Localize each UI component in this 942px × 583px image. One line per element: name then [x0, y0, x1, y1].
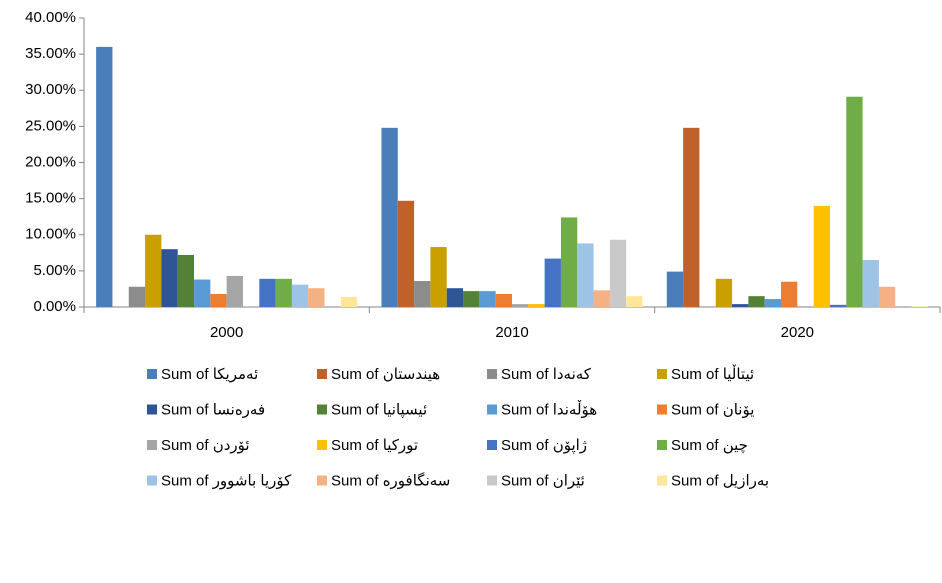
bar	[226, 275, 243, 307]
bar	[528, 304, 545, 307]
legend-label: Sum of هیندستان	[331, 366, 440, 383]
bar	[194, 279, 211, 307]
bar	[430, 247, 447, 307]
bar	[128, 286, 146, 307]
bar	[593, 290, 610, 307]
x-tick-label: 2020	[781, 324, 814, 341]
bar	[813, 205, 830, 307]
bar	[512, 304, 529, 307]
bar	[764, 299, 782, 307]
y-tick-label: 35.00%	[25, 45, 76, 62]
bar	[878, 286, 896, 307]
bar	[797, 306, 814, 307]
bar	[161, 249, 178, 307]
legend-swatch	[147, 440, 157, 450]
bar	[340, 296, 358, 307]
legend-label: Sum of کۆریا باشوور	[161, 472, 292, 489]
legend-label: Sum of بەرازیل	[671, 472, 769, 489]
bar	[291, 284, 309, 307]
legend-swatch	[317, 369, 327, 379]
y-tick-label: 5.00%	[33, 262, 76, 279]
bar	[732, 304, 749, 307]
legend-swatch	[487, 475, 497, 486]
y-tick-label: 0.00%	[33, 298, 76, 315]
y-tick-label: 25.00%	[25, 117, 76, 134]
legend-swatch	[657, 475, 667, 486]
bar	[96, 46, 113, 308]
legend-swatch	[657, 369, 667, 379]
bar	[715, 278, 733, 307]
bar	[145, 234, 162, 307]
bar	[626, 296, 643, 307]
bar	[414, 280, 431, 307]
legend-label: Sum of فەرەنسا	[161, 401, 265, 418]
y-tick-label: 40.00%	[25, 9, 76, 26]
legend-label: Sum of ئیتاڵیا	[671, 364, 754, 383]
legend-label: Sum of سەنگافورە	[331, 471, 450, 489]
legend-label: Sum of ژاپۆن	[501, 437, 587, 455]
bar	[544, 258, 561, 307]
legend-swatch	[317, 475, 327, 486]
legend-label: Sum of ئێران	[501, 472, 585, 489]
bar	[381, 127, 398, 307]
legend-label: Sum of تورکیا	[331, 437, 418, 454]
bar	[577, 243, 594, 307]
bar	[829, 304, 847, 307]
legend-swatch	[487, 369, 497, 379]
bar	[397, 200, 415, 307]
legend-swatch	[487, 404, 497, 415]
bar	[275, 278, 292, 307]
legend-swatch	[657, 440, 667, 450]
legend-swatch	[147, 369, 157, 379]
y-tick-label: 20.00%	[25, 153, 76, 170]
bar	[683, 127, 700, 307]
legend-label: Sum of ئۆردن	[161, 437, 250, 454]
bar	[446, 288, 464, 307]
bar	[666, 271, 684, 307]
y-tick-label: 10.00%	[25, 226, 76, 243]
bar	[560, 217, 578, 307]
legend-swatch	[147, 475, 157, 486]
bar	[308, 288, 325, 307]
y-tick-label: 30.00%	[25, 81, 76, 98]
bar	[846, 96, 863, 307]
legend-swatch	[147, 404, 157, 415]
legend-label: Sum of چین	[671, 437, 748, 454]
legend-swatch	[317, 440, 327, 450]
bar	[259, 278, 276, 307]
bar	[609, 239, 627, 307]
legend-label: Sum of یۆنان	[671, 401, 754, 418]
legend-label: Sum of ئەمریکا	[161, 366, 258, 383]
x-tick-label: 2000	[210, 324, 243, 341]
x-tick-label: 2010	[495, 324, 528, 341]
bar	[495, 293, 512, 307]
bar	[748, 296, 765, 307]
bar	[463, 291, 480, 307]
legend-swatch	[487, 440, 497, 450]
bar	[210, 293, 227, 307]
legend-swatch	[317, 404, 327, 415]
bar	[177, 254, 195, 307]
legend-label: Sum of ئیسپانیا	[331, 401, 427, 419]
y-tick-label: 15.00%	[25, 190, 76, 207]
bar	[781, 281, 798, 307]
bar	[479, 291, 496, 307]
bar	[911, 306, 928, 307]
legend-label: Sum of کەنەدا	[501, 366, 592, 383]
bar	[862, 260, 879, 307]
legend-label: Sum of هۆڵەندا	[501, 399, 597, 418]
legend-swatch	[657, 404, 667, 415]
